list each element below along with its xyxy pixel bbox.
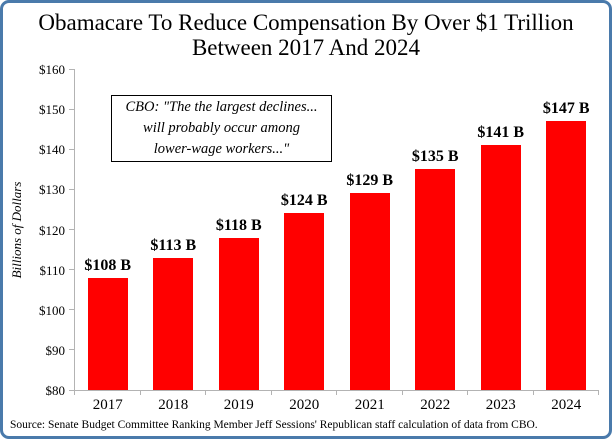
y-axis-tick-label: $100 [39,302,65,318]
x-axis-category-label: 2023 [485,397,516,413]
chart-title-line1: Obamacare To Reduce Compensation By Over… [38,10,574,35]
x-axis-tick [532,391,534,395]
x-axis-tick [336,391,337,395]
bar-value-label: $147 B [542,100,590,118]
source-attribution: Source: Senate Budget Committee Ranking … [10,419,538,431]
chart-title: Obamacare To Reduce Compensation By Over… [3,10,609,60]
x-axis-tick [270,391,272,395]
bar [218,237,259,390]
x-axis-category-label: 2022 [420,397,451,413]
y-axis-tick [69,108,74,110]
y-axis-tick [69,229,74,230]
x-axis-tick [74,391,75,395]
bar-value-label: $113 B [150,236,197,254]
y-axis-tick [69,188,74,190]
bar [87,277,128,390]
bar [480,145,521,390]
y-axis-tick [69,309,74,311]
y-axis-tick-label: $80 [45,383,66,398]
y-axis-tick-label: $150 [39,102,65,118]
bar-value-label: $141 B [477,124,525,142]
x-axis-category-label: 2018 [158,397,189,413]
bar-value-label: $118 B [215,216,262,234]
y-axis-tick [69,349,74,351]
x-axis-tick [401,391,403,395]
cbo-quote-line1: CBO: "The the largest declines... [125,99,318,115]
x-axis-tick [467,391,468,395]
cbo-quote-line3: lower-wage workers..." [153,141,290,157]
cbo-quote-box: CBO: "The the largest declines... will p… [111,95,332,162]
bar-chart-plot-area: $80 $90 $100 $110 $120 $130 $140 $150 $160 $108 B… [3,3,609,436]
x-axis-tick [598,391,599,395]
cbo-quote-line2: will probably occur among [143,120,300,136]
y-axis-tick-label: $140 [39,142,65,158]
y-axis-tick-label: $120 [39,222,65,238]
x-axis-category-label: 2019 [223,397,254,413]
bar [415,169,456,390]
y-axis-tick [69,389,74,391]
y-axis-line [74,69,75,390]
chart-title-line2: Between 2017 And 2024 [191,35,421,60]
bar [349,193,390,390]
y-axis-tick-label: $110 [39,262,65,278]
y-axis-tick-label: $90 [45,342,66,358]
x-axis-category-label: 2024 [551,397,582,413]
y-axis-tick [69,269,74,271]
bar-value-label: $124 B [280,192,328,210]
y-axis-tick-label: $160 [39,62,65,77]
bar [284,213,325,390]
bar-value-label: $135 B [411,148,459,166]
x-axis-category-label: 2017 [92,397,123,413]
x-axis-line [74,390,599,391]
x-axis-tick [205,391,206,395]
y-axis-tick [69,148,74,150]
bar [153,257,194,390]
x-axis-category-label: 2021 [354,397,385,413]
x-axis-category-label: 2020 [289,397,320,413]
y-axis-title: Billions of Dollars [9,181,24,279]
y-axis-tick-label: $130 [39,182,65,198]
y-axis-tick [69,68,74,70]
bar-value-label: $108 B [84,256,132,274]
x-axis-tick [139,391,141,395]
bar [546,121,587,390]
bar-value-label: $129 B [346,172,394,190]
